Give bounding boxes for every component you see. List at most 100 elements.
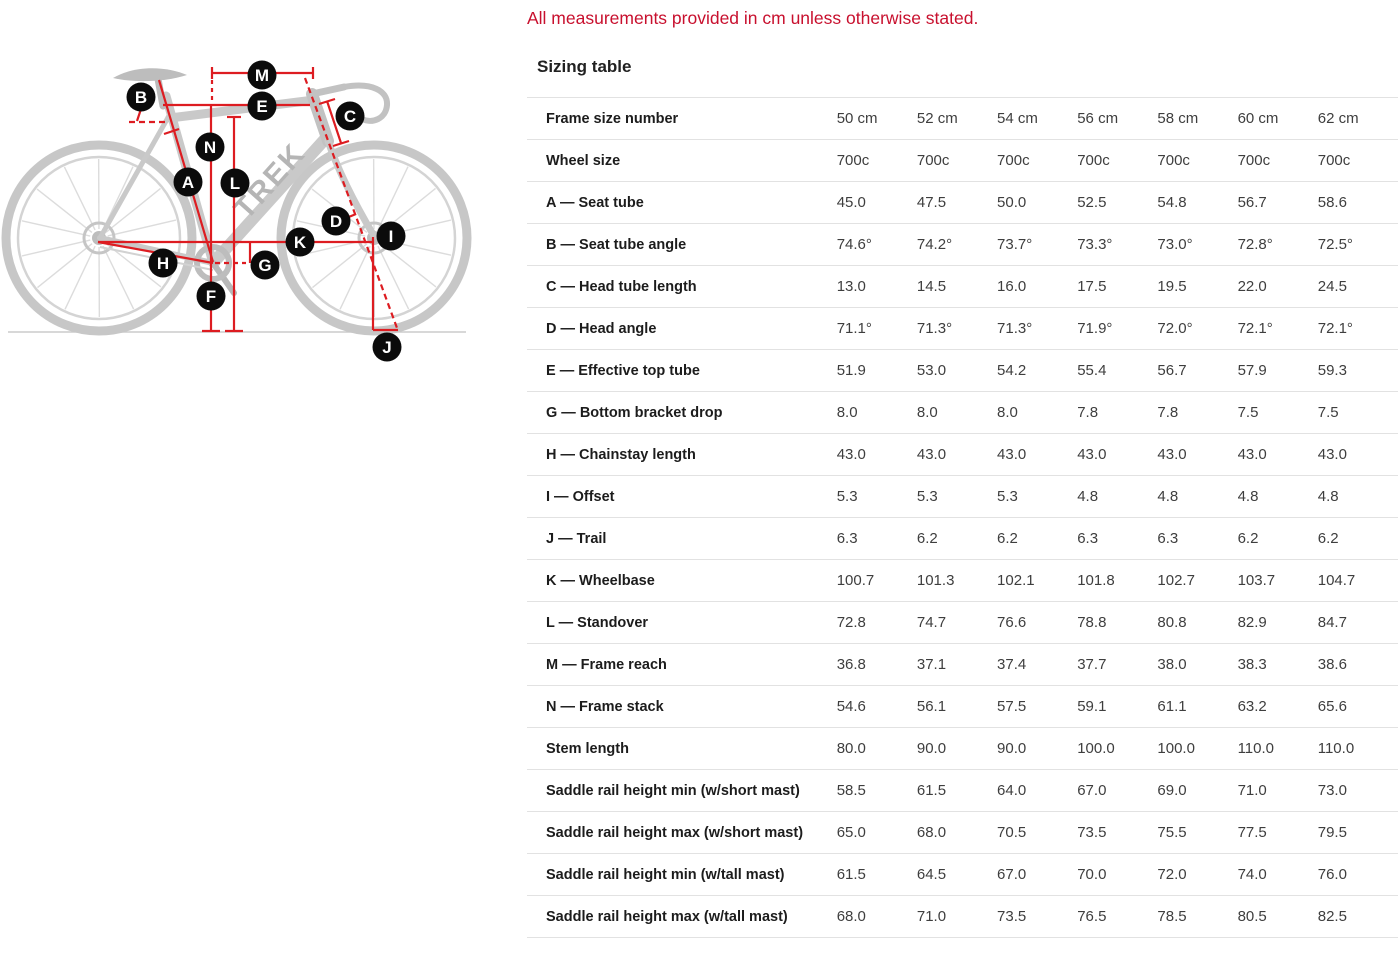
cell-value: 43.0 xyxy=(916,433,998,476)
cell-value: 6.2 xyxy=(1317,517,1398,560)
cell-value: 7.5 xyxy=(1317,391,1398,434)
cell-value: 103.7 xyxy=(1237,559,1318,602)
column-header: 60 cm xyxy=(1237,97,1318,140)
cell-value: 53.0 xyxy=(916,349,998,392)
cell-value: 50.0 xyxy=(997,181,1078,224)
row-label: Saddle rail height min (w/tall mast) xyxy=(527,853,837,896)
cell-value: 78.8 xyxy=(1077,601,1158,644)
table-row: K — Wheelbase 100.7 101.3 102.1 101.8 102.7 10… xyxy=(527,559,1398,602)
cell-value: 76.0 xyxy=(1317,853,1398,896)
cell-value: 56.7 xyxy=(1237,181,1318,224)
cell-value: 7.8 xyxy=(1157,391,1238,434)
cell-value: 38.6 xyxy=(1317,643,1398,686)
cell-value: 78.5 xyxy=(1157,895,1238,938)
cell-value: 38.0 xyxy=(1157,643,1238,686)
table-row: Saddle rail height max (w/short mast) 65.… xyxy=(527,811,1398,854)
cell-value: 72.0° xyxy=(1157,307,1238,350)
measure-B-line xyxy=(129,108,168,124)
column-header: 52 cm xyxy=(916,97,998,140)
cell-value: 90.0 xyxy=(997,727,1078,770)
callout-G: G xyxy=(250,250,280,280)
cell-value: 110.0 xyxy=(1317,727,1398,770)
cell-value: 72.8 xyxy=(836,601,917,644)
cell-value: 69.0 xyxy=(1157,769,1238,812)
cell-value: 37.7 xyxy=(1077,643,1158,686)
cell-value: 57.5 xyxy=(997,685,1078,728)
table-row: Saddle rail height max (w/tall mast) 68.0… xyxy=(527,895,1398,938)
table-row: H — Chainstay length 43.0 43.0 43.0 43.0 43.0… xyxy=(527,433,1398,476)
row-label: Wheel size xyxy=(527,139,837,182)
callout-A: A xyxy=(173,167,203,197)
measurements-note: All measurements provided in cm unless o… xyxy=(527,8,979,28)
cell-value: 45.0 xyxy=(836,181,917,224)
cell-value: 4.8 xyxy=(1317,475,1398,518)
saddle xyxy=(113,68,187,82)
rear-wheel-spokes xyxy=(21,158,177,318)
svg-text:H: H xyxy=(157,254,169,273)
cell-value: 71.9° xyxy=(1077,307,1158,350)
row-label: Stem length xyxy=(527,727,837,770)
cell-value: 4.8 xyxy=(1237,475,1318,518)
cell-value: 700c xyxy=(836,139,917,182)
callout-layer: M B E C NA L D I K H G F J xyxy=(126,60,406,362)
cell-value: 43.0 xyxy=(1077,433,1158,476)
measure-C-line xyxy=(318,97,350,148)
cell-value: 100.7 xyxy=(836,559,917,602)
cell-value: 67.0 xyxy=(1077,769,1158,812)
cell-value: 700c xyxy=(1317,139,1398,182)
cell-value: 74.0 xyxy=(1237,853,1318,896)
cell-value: 14.5 xyxy=(916,265,998,308)
cell-value: 72.0 xyxy=(1157,853,1238,896)
cell-value: 67.0 xyxy=(997,853,1078,896)
svg-text:G: G xyxy=(258,256,271,275)
cell-value: 73.7° xyxy=(997,223,1078,266)
cell-value: 58.6 xyxy=(1317,181,1398,224)
cell-value: 77.5 xyxy=(1237,811,1318,854)
cell-value: 102.1 xyxy=(997,559,1078,602)
callout-C: C xyxy=(335,101,365,131)
cell-value: 37.4 xyxy=(997,643,1078,686)
cell-value: 43.0 xyxy=(1157,433,1238,476)
cell-value: 700c xyxy=(1237,139,1318,182)
cell-value: 65.6 xyxy=(1317,685,1398,728)
sizing-table: Frame size number 50 cm 52 cm 54 cm 56 cm 58… xyxy=(527,97,1398,938)
rear-wheel xyxy=(1,140,197,336)
cell-value: 68.0 xyxy=(836,895,917,938)
cell-value: 72.5° xyxy=(1317,223,1398,266)
cell-value: 63.2 xyxy=(1237,685,1318,728)
row-label: C — Head tube length xyxy=(527,265,837,308)
row-label: H — Chainstay length xyxy=(527,433,837,476)
header-row-label: Frame size number xyxy=(527,97,837,140)
cell-value: 6.3 xyxy=(836,517,917,560)
cell-value: 82.9 xyxy=(1237,601,1318,644)
svg-text:C: C xyxy=(344,107,356,126)
cell-value: 4.8 xyxy=(1157,475,1238,518)
callout-H: H xyxy=(148,248,178,278)
cell-value: 72.1° xyxy=(1317,307,1398,350)
cell-value: 61.1 xyxy=(1157,685,1238,728)
cell-value: 36.8 xyxy=(836,643,917,686)
cell-value: 72.8° xyxy=(1237,223,1318,266)
cell-value: 38.3 xyxy=(1237,643,1318,686)
cell-value: 57.9 xyxy=(1237,349,1318,392)
callout-L: L xyxy=(220,168,250,198)
column-header: 56 cm xyxy=(1077,97,1158,140)
cell-value: 79.5 xyxy=(1317,811,1398,854)
cell-value: 70.0 xyxy=(1077,853,1158,896)
table-row: J — Trail 6.3 6.2 6.2 6.3 6.3 6.2 6.2 xyxy=(527,517,1398,560)
cell-value: 74.2° xyxy=(916,223,998,266)
row-label: L — Standover xyxy=(527,601,837,644)
cell-value: 54.6 xyxy=(836,685,917,728)
table-row: Saddle rail height min (w/tall mast) 61.5… xyxy=(527,853,1398,896)
cell-value: 84.7 xyxy=(1317,601,1398,644)
cell-value: 68.0 xyxy=(916,811,998,854)
callout-E: E xyxy=(247,91,277,121)
cell-value: 43.0 xyxy=(997,433,1078,476)
cell-value: 6.2 xyxy=(916,517,998,560)
row-label: B — Seat tube angle xyxy=(527,223,837,266)
cell-value: 4.8 xyxy=(1077,475,1158,518)
cell-value: 22.0 xyxy=(1237,265,1318,308)
measure-L-line xyxy=(225,115,243,333)
bike-illustration: TREK xyxy=(1,68,472,336)
svg-text:N: N xyxy=(204,138,216,157)
